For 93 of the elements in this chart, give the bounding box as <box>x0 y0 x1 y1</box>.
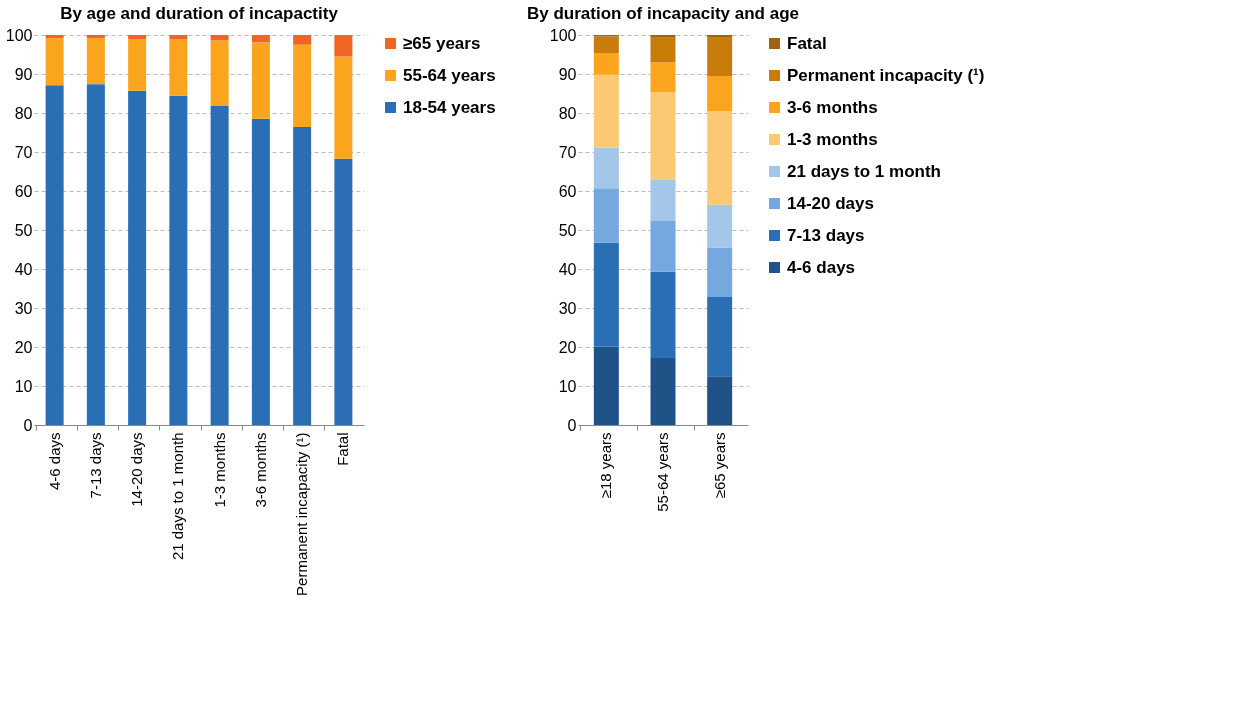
y-tick-label: 10 <box>558 377 577 395</box>
bar <box>86 84 105 425</box>
bar <box>650 37 676 63</box>
y-tick-label: 0 <box>23 416 33 434</box>
x-tick-label: Permanent incapacity (¹) <box>293 432 311 596</box>
bar <box>251 35 270 43</box>
bar <box>210 40 229 106</box>
bar <box>650 271 676 358</box>
legend-label: 18-54 years <box>403 97 496 117</box>
bar <box>251 118 270 425</box>
bar <box>707 204 733 248</box>
bar <box>169 39 188 96</box>
bar <box>707 111 733 205</box>
bar <box>334 35 353 57</box>
y-tick-label: 80 <box>558 104 577 122</box>
x-tick-label: ≥65 years <box>710 432 728 499</box>
bar <box>650 221 676 272</box>
legend-label: 7-13 days <box>787 225 865 245</box>
bar <box>251 42 270 119</box>
bar <box>593 74 619 148</box>
bar <box>86 38 105 85</box>
bar <box>650 91 676 180</box>
bar <box>210 35 229 41</box>
bar <box>293 44 312 128</box>
y-tick-label: 60 <box>14 182 33 200</box>
x-tick-label: 3-6 months <box>251 432 269 508</box>
chart-title: By age and duration of incapactity <box>60 4 339 23</box>
y-tick-label: 90 <box>558 65 577 83</box>
bar <box>593 147 619 189</box>
legend-label: Permanent incapacity (¹) <box>787 65 985 85</box>
y-tick-label: 40 <box>14 260 33 278</box>
y-tick-label: 60 <box>558 182 577 200</box>
x-tick-label: 4-6 days <box>45 432 63 491</box>
bar <box>650 179 676 222</box>
x-tick-label: 1-3 months <box>210 432 228 508</box>
bar <box>293 35 312 45</box>
y-tick-label: 70 <box>14 143 33 161</box>
bar <box>707 75 733 112</box>
bar <box>128 39 147 91</box>
bar <box>650 357 676 425</box>
legend-label: 1-3 months <box>787 129 878 149</box>
x-tick-label: ≥18 years <box>597 432 615 499</box>
y-tick-label: 0 <box>567 416 577 434</box>
bar <box>707 376 733 425</box>
bar <box>86 35 105 39</box>
x-tick-label: 14-20 days <box>128 432 146 507</box>
legend-label: 3-6 months <box>787 97 878 117</box>
bar <box>45 85 64 425</box>
x-tick-label: Fatal <box>334 432 352 466</box>
chart-title: By duration of incapacity and age <box>526 4 800 23</box>
bar <box>293 127 312 425</box>
bar <box>707 37 733 76</box>
x-tick-label: 7-13 days <box>86 432 104 499</box>
bar <box>593 188 619 243</box>
y-tick-label: 10 <box>14 377 33 395</box>
bar <box>593 242 619 347</box>
bar <box>45 35 64 39</box>
legend-label: 4-6 days <box>787 257 856 277</box>
y-tick-label: 40 <box>558 260 577 278</box>
y-tick-label: 90 <box>14 65 33 83</box>
legend-label: ≥65 years <box>403 33 481 53</box>
bar <box>334 56 353 159</box>
y-tick-label: 30 <box>558 299 577 317</box>
bar <box>593 52 619 75</box>
bar <box>593 36 619 53</box>
legend-label: Fatal <box>787 33 827 53</box>
bar <box>169 35 188 40</box>
y-tick-label: 20 <box>14 338 33 356</box>
bar <box>707 247 733 298</box>
y-tick-label: 50 <box>14 221 33 239</box>
y-tick-label: 100 <box>5 26 33 44</box>
bar <box>128 35 147 40</box>
y-tick-label: 20 <box>558 338 577 356</box>
legend-label: 55-64 years <box>403 65 496 85</box>
bar <box>334 158 353 425</box>
y-tick-label: 80 <box>14 104 33 122</box>
y-tick-label: 50 <box>558 221 577 239</box>
bar <box>128 90 147 425</box>
y-tick-label: 70 <box>558 143 577 161</box>
bar <box>650 62 676 92</box>
legend-label: 14-20 days <box>787 193 874 213</box>
bar <box>210 105 229 425</box>
bar <box>45 38 64 86</box>
bar <box>707 297 733 377</box>
bar <box>169 95 188 425</box>
bar <box>650 35 676 38</box>
bar <box>593 346 619 425</box>
y-tick-label: 100 <box>549 26 577 44</box>
bar <box>707 35 733 38</box>
legend-label: 21 days to 1 month <box>787 161 941 181</box>
x-tick-label: 21 days to 1 month <box>169 432 187 561</box>
x-tick-label: 55-64 years <box>654 432 671 512</box>
y-tick-label: 30 <box>14 299 33 317</box>
